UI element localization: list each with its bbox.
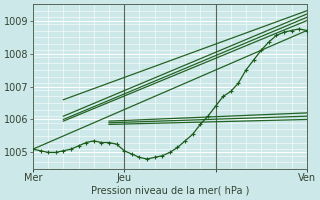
X-axis label: Pression niveau de la mer( hPa ): Pression niveau de la mer( hPa ) [91, 186, 249, 196]
